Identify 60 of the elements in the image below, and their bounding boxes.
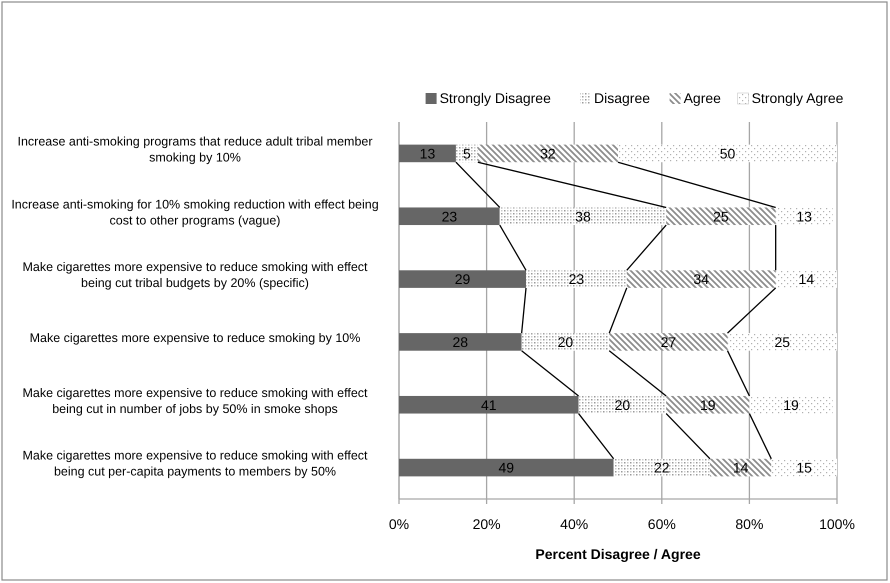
bar xyxy=(626,270,776,288)
legend-label: Strongly Agree xyxy=(752,90,844,106)
data-label: 50 xyxy=(720,145,736,162)
data-label: 20 xyxy=(614,396,630,413)
data-label: 38 xyxy=(575,208,591,224)
y-tick-label: Increase anti-smoking for 10% smoking reduction with effect being cost to other programs (vague) xyxy=(11,197,379,228)
y-tick-label: Make cigarettes more expensive to reduce smoking with effect being cut in number of jobs by 50% in smoke shops xyxy=(22,386,368,416)
data-label: 15 xyxy=(796,460,812,476)
bar xyxy=(609,333,728,351)
legend-label: Agree xyxy=(684,90,722,106)
legend-label: Disagree xyxy=(594,90,650,106)
x-axis-title: Percent Disagree / Agree xyxy=(535,546,701,562)
y-tick-label: Increase anti-smoking programs that reduce adult tribal member smoking by 10% xyxy=(17,134,373,164)
bar xyxy=(399,396,579,414)
data-label: 49 xyxy=(498,460,514,476)
data-label: 34 xyxy=(693,271,710,288)
x-tick-label: 20% xyxy=(472,516,501,532)
data-label: 25 xyxy=(774,334,790,350)
y-tick-label: Make cigarettes more expensive to reduce smoking with effect being cut per-capita payments to members by 50% xyxy=(22,448,368,479)
bar xyxy=(399,144,456,162)
data-label: 13 xyxy=(796,208,812,224)
data-label: 23 xyxy=(568,271,584,288)
data-label: 41 xyxy=(481,396,497,413)
bar xyxy=(478,144,618,162)
data-label: 5 xyxy=(462,145,471,162)
bar xyxy=(456,144,478,162)
x-tick-label: 60% xyxy=(648,516,676,532)
bar xyxy=(666,396,750,414)
bar xyxy=(399,207,500,226)
legend-label: Strongly Disagree xyxy=(440,90,552,106)
data-label: 29 xyxy=(454,271,471,288)
x-tick-label: 80% xyxy=(735,516,764,532)
bar xyxy=(771,458,837,476)
x-tick-label: 40% xyxy=(560,516,588,532)
bar xyxy=(666,207,776,226)
data-label: 25 xyxy=(713,208,729,224)
bar xyxy=(710,458,772,476)
bar xyxy=(399,333,522,351)
bar xyxy=(399,270,526,288)
data-label: 19 xyxy=(783,396,800,413)
data-label: 23 xyxy=(442,208,458,224)
data-label: 32 xyxy=(540,145,556,162)
data-label: 22 xyxy=(654,460,670,476)
data-label: 14 xyxy=(798,271,814,288)
x-tick-label: 100% xyxy=(819,516,855,532)
data-label: 28 xyxy=(452,334,468,350)
bar xyxy=(522,333,610,351)
data-label: 13 xyxy=(420,145,436,162)
data-label: 20 xyxy=(558,334,574,350)
y-tick-label: Make cigarettes more expensive to reduce smoking with effect being cut tribal budgets by 20% (specific) xyxy=(22,260,368,290)
data-label: 14 xyxy=(732,460,749,476)
bar xyxy=(578,396,666,414)
x-tick-label: 0% xyxy=(388,516,410,532)
bar xyxy=(526,270,627,288)
data-label: 19 xyxy=(700,396,716,413)
bar xyxy=(614,458,710,476)
bar xyxy=(500,207,666,226)
y-tick-label: Make cigarettes more expensive to reduce smoking by 10% xyxy=(30,330,360,345)
data-label: 27 xyxy=(660,334,676,350)
bar xyxy=(399,458,614,476)
